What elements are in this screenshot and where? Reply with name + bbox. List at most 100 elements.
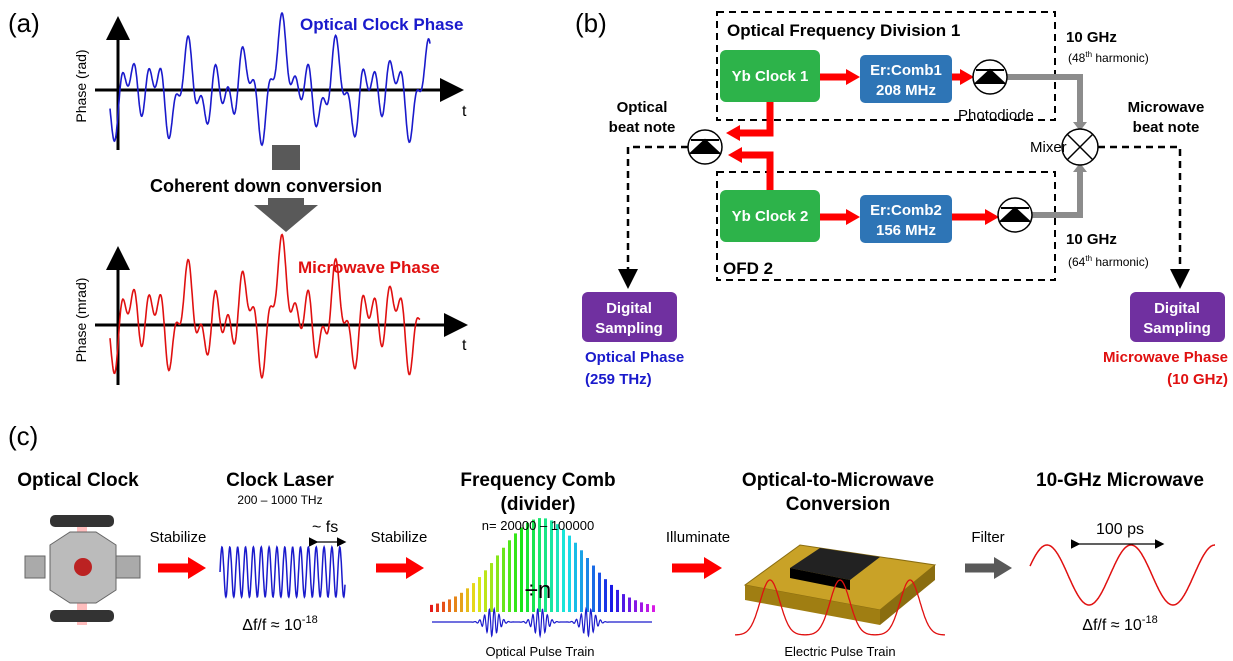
node-label: Digital <box>606 300 652 317</box>
comb-line <box>430 605 433 612</box>
stage-title: Clock Laser <box>226 470 334 491</box>
note: Δf/f ≈ 10-18 <box>242 614 317 634</box>
output-label: (10 GHz) <box>1167 371 1228 388</box>
beat-label: Optical <box>617 99 668 116</box>
note: n= 20000 – 100000 <box>482 518 594 533</box>
node-label: Sampling <box>595 320 663 337</box>
node-label: Yb Clock 2 <box>732 208 809 225</box>
comb-line <box>628 598 631 612</box>
y-label: Phase (rad) <box>73 49 89 122</box>
output-label: Optical Phase <box>585 349 684 366</box>
harmonic-label: (64th harmonic) <box>1068 254 1149 269</box>
note: 200 – 1000 THz <box>237 493 322 507</box>
note: ÷n <box>525 577 552 604</box>
panel-b: (b) Optical Frequency Division 1 OFD 2 Y… <box>575 8 1228 388</box>
comb-line <box>598 573 601 612</box>
comb-line <box>562 529 565 612</box>
harmonic-label: (48th harmonic) <box>1068 50 1149 65</box>
comb-line <box>574 543 577 612</box>
comb-line <box>634 600 637 612</box>
text: (48 <box>1068 51 1086 65</box>
comb-line <box>484 570 487 612</box>
arrow-label: Stabilize <box>150 529 207 546</box>
comb-line <box>460 593 463 612</box>
node-label: Er:Comb1 <box>870 62 942 79</box>
box-title: OFD 2 <box>723 259 773 278</box>
comb-line <box>610 585 613 612</box>
beat-label: beat note <box>1133 119 1200 136</box>
comb-line <box>454 596 457 612</box>
beat-label: Microwave <box>1128 99 1205 116</box>
chip <box>745 545 935 625</box>
beat-label: beat note <box>609 119 676 136</box>
note: Δf/f ≈ 10-18 <box>1082 614 1157 634</box>
title: Optical Clock Phase <box>300 15 463 34</box>
comb-line <box>586 558 589 612</box>
text: -18 <box>302 614 318 626</box>
text: Δf/f ≈ 10 <box>1082 617 1142 634</box>
comb-line <box>604 579 607 612</box>
comb-line <box>442 602 445 612</box>
waveform <box>1030 545 1215 605</box>
comb-line <box>496 555 499 612</box>
comb-line <box>436 604 439 612</box>
comb-line <box>592 566 595 612</box>
node-label: Yb Clock 1 <box>732 68 809 85</box>
arrow-label: Coherent down conversion <box>150 176 382 196</box>
output-label: Microwave Phase <box>1103 349 1228 366</box>
node-label: 156 MHz <box>876 222 936 239</box>
node-label: Er:Comb2 <box>870 202 942 219</box>
waveform <box>220 547 345 597</box>
arrow-label: Stabilize <box>371 529 428 546</box>
comb-line <box>652 605 655 612</box>
comb-line <box>508 540 511 612</box>
note: Electric Pulse Train <box>784 644 895 659</box>
comb-line <box>520 527 523 612</box>
text: harmonic) <box>1092 51 1149 65</box>
output-label: (259 THz) <box>585 371 652 388</box>
panel-c: (c) Optical Clock Clock Laser Frequency … <box>8 421 1215 659</box>
stage-title: Conversion <box>786 494 891 515</box>
mixer-label: Mixer <box>1030 139 1067 156</box>
comb-line <box>556 524 559 612</box>
panel-label: (a) <box>8 8 40 38</box>
comb-line <box>646 604 649 612</box>
comb-line <box>640 602 643 612</box>
note: ~ fs <box>312 519 338 536</box>
comb-line <box>466 588 469 612</box>
stage-title: Optical-to-Microwave <box>742 470 934 491</box>
text: (64 <box>1068 255 1086 269</box>
title: Microwave Phase <box>298 258 440 277</box>
waveform <box>110 235 420 378</box>
node-label: Digital <box>1154 300 1200 317</box>
note: 100 ps <box>1096 521 1144 538</box>
arrow-label: Filter <box>971 529 1004 546</box>
text: -18 <box>1142 614 1158 626</box>
comb-line <box>478 577 481 612</box>
freq-label: 10 GHz <box>1066 29 1117 46</box>
panel-label: (c) <box>8 421 38 451</box>
note: Optical Pulse Train <box>485 644 594 659</box>
stage-title: 10-GHz Microwave <box>1036 470 1204 491</box>
text: harmonic) <box>1092 255 1149 269</box>
panel-label: (b) <box>575 8 607 38</box>
comb-line <box>580 550 583 612</box>
x-label: t <box>462 103 467 120</box>
comb-line <box>568 536 571 612</box>
waveform <box>432 609 652 636</box>
comb-line <box>472 583 475 612</box>
clock-device <box>25 515 140 625</box>
arrow-label: Illuminate <box>666 529 730 546</box>
panel-a: (a) t Phase (rad) Optical Clock Phase Co… <box>8 8 467 385</box>
comb-line <box>490 563 493 612</box>
node-label: Sampling <box>1143 320 1211 337</box>
comb-line <box>448 599 451 612</box>
text: Δf/f ≈ 10 <box>242 617 302 634</box>
figure: (a) t Phase (rad) Optical Clock Phase Co… <box>0 0 1233 661</box>
text: th <box>1085 254 1092 263</box>
comb-line <box>502 548 505 612</box>
box-title: Optical Frequency Division 1 <box>727 21 960 40</box>
stage-title: Optical Clock <box>17 470 139 491</box>
node-label: 208 MHz <box>876 82 936 99</box>
comb-line <box>622 594 625 612</box>
